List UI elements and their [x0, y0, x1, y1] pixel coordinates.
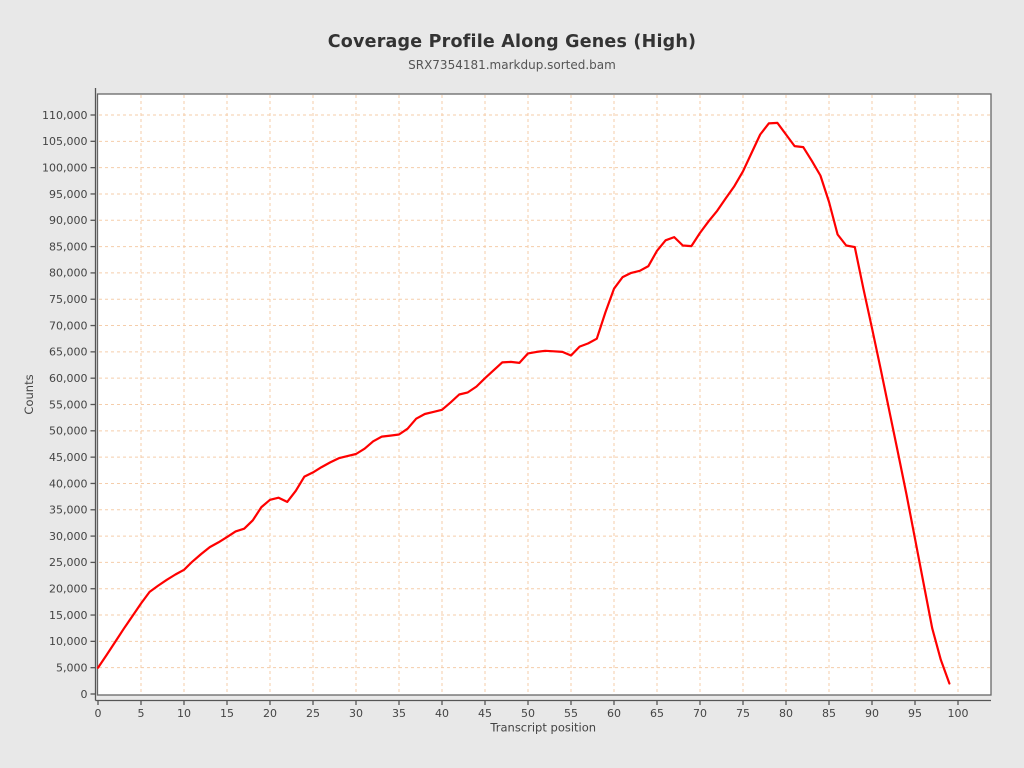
svg-text:20: 20 — [263, 707, 277, 720]
svg-text:55,000: 55,000 — [49, 398, 88, 411]
svg-text:60,000: 60,000 — [49, 372, 88, 385]
svg-text:60: 60 — [607, 707, 621, 720]
svg-text:45,000: 45,000 — [49, 451, 88, 464]
svg-text:30: 30 — [349, 707, 363, 720]
svg-text:50: 50 — [521, 707, 535, 720]
chart-title: Coverage Profile Along Genes (High) — [327, 32, 697, 52]
svg-text:110,000: 110,000 — [42, 109, 88, 122]
svg-text:0: 0 — [81, 688, 88, 701]
x-tick-labels: 0 5 10 15 20 25 30 35 40 45 50 55 60 65 70 75 80 85 90 95 10… — [95, 707, 969, 720]
svg-text:95: 95 — [908, 707, 922, 720]
svg-text:75,000: 75,000 — [49, 293, 88, 306]
svg-text:90,000: 90,000 — [49, 214, 88, 227]
svg-text:25: 25 — [306, 707, 320, 720]
svg-text:90: 90 — [865, 707, 879, 720]
svg-text:15: 15 — [220, 707, 234, 720]
x-axis-label: Transcript position — [489, 721, 596, 735]
svg-text:105,000: 105,000 — [42, 135, 88, 148]
svg-text:50,000: 50,000 — [49, 425, 88, 438]
svg-text:65,000: 65,000 — [49, 346, 88, 359]
svg-text:25,000: 25,000 — [49, 556, 88, 569]
svg-text:10,000: 10,000 — [49, 635, 88, 648]
svg-text:15,000: 15,000 — [49, 609, 88, 622]
svg-text:95,000: 95,000 — [49, 188, 88, 201]
chart-subtitle: SRX7354181.markdup.sorted.bam — [408, 58, 616, 72]
svg-text:65: 65 — [650, 707, 664, 720]
svg-text:40,000: 40,000 — [49, 477, 88, 490]
svg-text:40: 40 — [435, 707, 449, 720]
svg-text:5: 5 — [138, 707, 145, 720]
svg-text:85: 85 — [822, 707, 836, 720]
svg-text:70,000: 70,000 — [49, 319, 88, 332]
coverage-line-series — [96, 121, 951, 685]
svg-text:30,000: 30,000 — [49, 530, 88, 543]
svg-text:100,000: 100,000 — [42, 161, 88, 174]
svg-text:75: 75 — [736, 707, 750, 720]
axes — [90, 88, 991, 705]
svg-text:85,000: 85,000 — [49, 240, 88, 253]
svg-text:55: 55 — [564, 707, 578, 720]
svg-text:20,000: 20,000 — [49, 583, 88, 596]
plot-area — [96, 93, 992, 696]
y-axis-label: Counts — [22, 374, 36, 414]
svg-text:100: 100 — [948, 707, 969, 720]
svg-text:35,000: 35,000 — [49, 504, 88, 517]
svg-text:80: 80 — [779, 707, 793, 720]
svg-text:5,000: 5,000 — [56, 661, 88, 674]
y-tick-labels: 0 5,000 10,000 15,000 20,000 25,000 30,000 35,0… — [42, 109, 88, 701]
svg-text:10: 10 — [177, 707, 191, 720]
svg-text:80,000: 80,000 — [49, 267, 88, 280]
svg-text:0: 0 — [95, 707, 102, 720]
svg-text:70: 70 — [693, 707, 707, 720]
svg-text:35: 35 — [392, 707, 406, 720]
svg-text:45: 45 — [478, 707, 492, 720]
gridlines — [99, 95, 990, 694]
